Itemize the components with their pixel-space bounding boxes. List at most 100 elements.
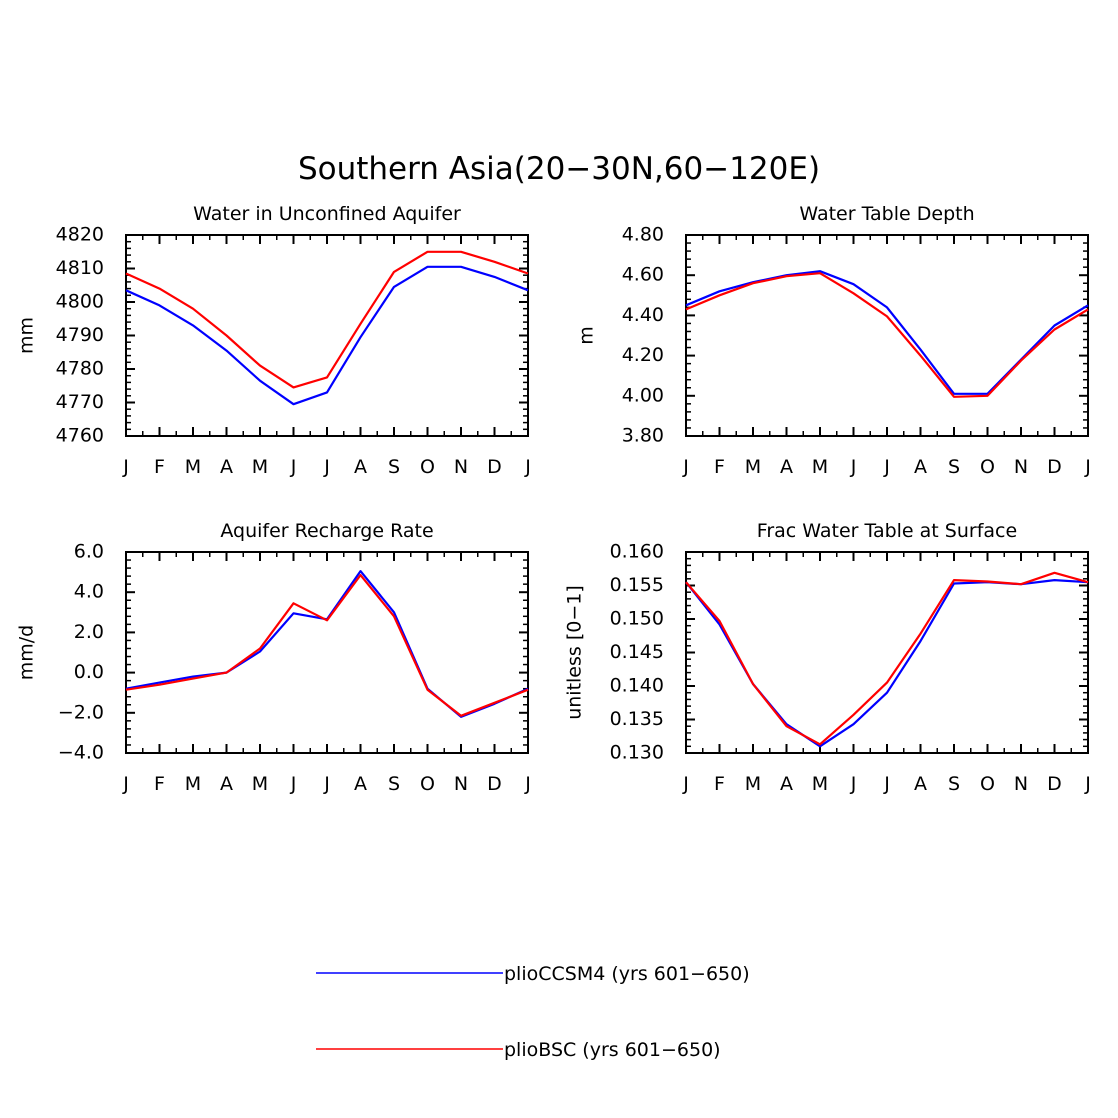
x-tick-label: M: [185, 456, 201, 478]
legend-label: plioCCSM4 (yrs 601−650): [504, 963, 750, 985]
plot-frame: [125, 551, 529, 754]
x-tick-label: M: [745, 773, 761, 795]
x-tick-label: J: [850, 773, 857, 795]
x-tick-label: N: [1014, 773, 1028, 795]
x-tick-label: A: [354, 456, 367, 478]
x-tick-label: J: [883, 773, 890, 795]
x-tick-label: J: [682, 773, 689, 795]
x-tick-label: A: [780, 456, 793, 478]
x-tick-label: M: [252, 456, 268, 478]
figure-title: Southern Asia(20−30N,60−120E): [298, 151, 820, 187]
y-tick-label: −4.0: [58, 742, 104, 764]
x-tick-label: J: [290, 773, 297, 795]
x-tick-label: J: [1084, 456, 1091, 478]
panel-title: Water in Unconfined Aquifer: [193, 203, 461, 225]
y-axis-label: unitless [0−1]: [564, 585, 586, 720]
x-tick-label: D: [1047, 456, 1062, 478]
series-line-pliobsc: [685, 571, 1089, 746]
y-tick-label: 3.80: [622, 425, 664, 447]
x-tick-label: J: [323, 773, 330, 795]
plot-frame: [685, 234, 1089, 437]
x-tick-label: N: [454, 773, 468, 795]
x-tick-label: N: [454, 456, 468, 478]
x-tick-label: M: [185, 773, 201, 795]
y-tick-label: 4770: [56, 391, 104, 413]
x-tick-label: S: [388, 456, 400, 478]
x-tick-label: N: [1014, 456, 1028, 478]
x-tick-label: O: [420, 456, 435, 478]
y-tick-label: 0.135: [610, 708, 664, 730]
y-tick-label: 4780: [56, 358, 104, 380]
series-line-plioccsm4: [125, 265, 529, 406]
x-tick-label: F: [714, 773, 725, 795]
x-tick-label: O: [980, 456, 995, 478]
x-tick-label: J: [883, 456, 890, 478]
x-tick-label: D: [487, 456, 502, 478]
x-tick-label: F: [154, 456, 165, 478]
panel-title: Frac Water Table at Surface: [757, 520, 1017, 542]
y-tick-label: 0.160: [610, 541, 664, 563]
x-tick-label: J: [524, 773, 531, 795]
y-tick-label: 4810: [56, 257, 104, 279]
x-tick-label: D: [487, 773, 502, 795]
y-tick-label: 4760: [56, 425, 104, 447]
y-tick-label: 4.60: [622, 264, 664, 286]
y-tick-label: 0.155: [610, 574, 664, 596]
legend: plioCCSM4 (yrs 601−650) plioBSC (yrs 601−…: [316, 963, 750, 1061]
x-tick-label: D: [1047, 773, 1062, 795]
x-tick-label: A: [780, 773, 793, 795]
x-tick-label: A: [354, 773, 367, 795]
x-tick-label: J: [850, 456, 857, 478]
y-tick-label: 0.130: [610, 742, 664, 764]
y-tick-label: 4.0: [74, 581, 104, 603]
y-tick-label: 4790: [56, 324, 104, 346]
x-tick-label: J: [122, 456, 129, 478]
y-tick-label: 6.0: [74, 541, 104, 563]
x-tick-label: J: [290, 456, 297, 478]
x-tick-label: A: [220, 456, 233, 478]
x-tick-label: F: [154, 773, 165, 795]
x-tick-label: O: [420, 773, 435, 795]
y-axis-label: mm: [16, 317, 38, 354]
x-tick-label: S: [948, 773, 960, 795]
x-tick-label: J: [524, 456, 531, 478]
series-line-pliobsc: [685, 272, 1089, 398]
x-tick-label: J: [1084, 773, 1091, 795]
y-tick-label: 2.0: [74, 621, 104, 643]
legend-label: plioBSC (yrs 601−650): [504, 1039, 721, 1061]
series-line-pliobsc: [125, 573, 529, 717]
x-tick-label: M: [812, 456, 828, 478]
x-tick-label: A: [220, 773, 233, 795]
y-axis-label: mm/d: [16, 625, 38, 680]
y-tick-label: 4.40: [622, 304, 664, 326]
y-tick-label: 0.0: [74, 661, 104, 683]
x-tick-label: M: [812, 773, 828, 795]
series-line-plioccsm4: [685, 270, 1089, 395]
x-tick-label: A: [914, 456, 927, 478]
series-line-plioccsm4: [125, 569, 529, 718]
x-tick-label: S: [388, 773, 400, 795]
x-tick-label: M: [745, 456, 761, 478]
panel-4: Frac Water Table at Surface unitless [0−1…: [564, 520, 1091, 795]
y-tick-label: 4.80: [622, 224, 664, 246]
plot-frame: [125, 234, 529, 437]
panel-title: Water Table Depth: [799, 203, 974, 225]
x-tick-label: M: [252, 773, 268, 795]
y-tick-label: 0.145: [610, 641, 664, 663]
panel-title: Aquifer Recharge Rate: [220, 520, 433, 542]
x-tick-label: A: [914, 773, 927, 795]
series-line-plioccsm4: [685, 578, 1089, 748]
x-tick-label: J: [682, 456, 689, 478]
x-tick-label: S: [948, 456, 960, 478]
y-tick-label: −2.0: [58, 701, 104, 723]
y-tick-label: 0.150: [610, 608, 664, 630]
y-tick-label: 4.20: [622, 344, 664, 366]
series-line-pliobsc: [125, 250, 529, 389]
x-tick-label: O: [980, 773, 995, 795]
y-tick-label: 4800: [56, 291, 104, 313]
y-tick-label: 0.140: [610, 675, 664, 697]
x-tick-label: J: [122, 773, 129, 795]
